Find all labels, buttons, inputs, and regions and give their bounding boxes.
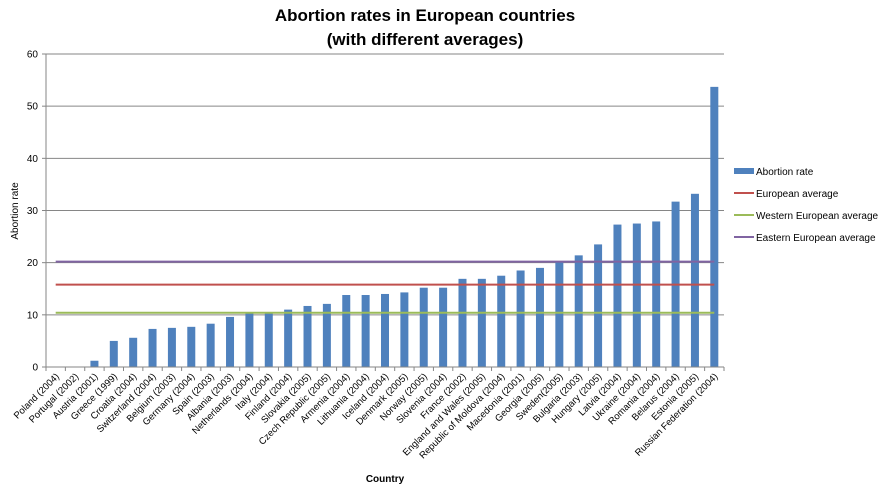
bar — [361, 295, 370, 367]
legend-label: Eastern European average — [756, 233, 876, 244]
bar — [419, 287, 428, 367]
y-axis-title: Abortion rate — [10, 182, 21, 240]
bar — [245, 313, 254, 367]
bar — [109, 340, 118, 367]
bar — [206, 323, 215, 367]
bar — [535, 267, 544, 367]
bar — [710, 86, 719, 368]
chart-subtitle: (with different averages) — [327, 30, 524, 49]
bar — [516, 270, 525, 367]
bar — [458, 278, 467, 367]
bar — [594, 244, 603, 367]
bar — [167, 327, 176, 367]
bar — [187, 326, 196, 367]
bar — [381, 293, 389, 367]
y-tick-label: 10 — [27, 310, 39, 321]
legend-label: European average — [756, 189, 839, 200]
bar — [90, 360, 99, 367]
legend: Abortion rate European average Western Eur… — [734, 167, 879, 244]
bar — [632, 223, 641, 367]
bars — [90, 86, 719, 368]
legend-label: Abortion rate — [756, 167, 814, 178]
chart-title: Abortion rates in European countries — [275, 6, 575, 25]
legend-swatch — [734, 168, 754, 174]
bar — [613, 224, 622, 367]
y-axis-ticks: 0 10 20 30 40 50 60 — [27, 50, 46, 374]
bar — [477, 278, 486, 367]
bar — [574, 255, 583, 367]
bar — [148, 328, 157, 367]
bar — [652, 221, 661, 367]
bar — [226, 316, 235, 367]
bar — [264, 312, 273, 367]
bar — [690, 193, 699, 367]
bar — [129, 337, 138, 367]
y-tick-label: 30 — [27, 206, 39, 217]
y-tick-label: 20 — [27, 258, 39, 269]
bar — [555, 262, 564, 367]
y-tick-label: 0 — [32, 363, 38, 374]
bar — [303, 305, 312, 367]
gridlines — [46, 53, 724, 316]
bar — [284, 309, 293, 367]
y-tick-label: 50 — [27, 102, 39, 113]
bar — [342, 295, 351, 367]
x-axis-labels: Poland (2004)Portugal (2002)Austria (200… — [12, 371, 721, 461]
y-tick-label: 60 — [27, 50, 39, 61]
axes — [45, 54, 725, 371]
average-lines — [55, 260, 715, 314]
bar — [497, 275, 506, 367]
y-tick-label: 40 — [27, 154, 39, 165]
bar — [400, 292, 409, 367]
bar — [439, 287, 448, 367]
legend-label: Western European average — [756, 211, 879, 222]
x-axis-title: Country — [366, 474, 405, 485]
bar — [322, 303, 331, 367]
